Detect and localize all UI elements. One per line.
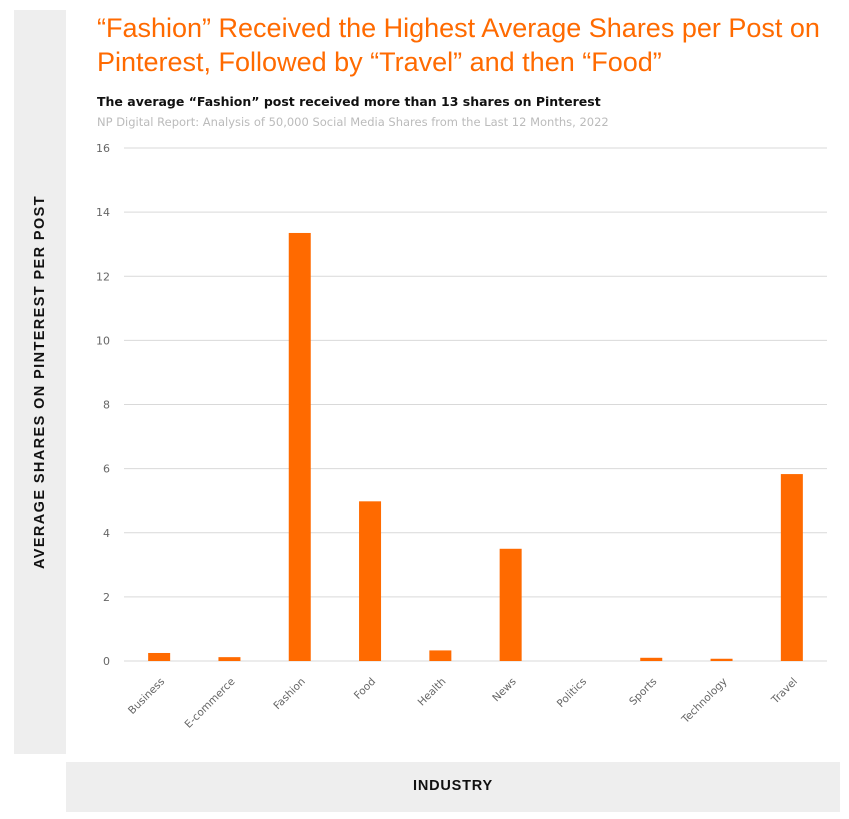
bar-chart: 0 2 4 6 8 10 12 14 16 Business E-commerce Fashion F…	[96, 142, 827, 731]
bar-food	[359, 501, 382, 661]
y-tick-labels: 0 2 4 6 8 10 12 14 16	[96, 142, 110, 668]
y-axis-title-panel	[14, 10, 66, 754]
y-axis-title: AVERAGE SHARES ON PINTEREST PER POST	[32, 194, 48, 570]
y-tick-label: 12	[96, 270, 110, 283]
y-tick-label: 10	[96, 334, 110, 347]
bar-sports	[640, 657, 663, 661]
x-tick-label-fashion: Fashion	[271, 676, 308, 713]
bar-travel	[780, 474, 803, 661]
y-tick-label: 4	[103, 527, 110, 540]
x-tick-label-sports: Sports	[627, 676, 659, 708]
chart-subtitle: The average “Fashion” post received more…	[97, 94, 601, 109]
y-tick-label: 16	[96, 142, 110, 155]
bars	[148, 232, 803, 661]
x-tick-label-health: Health	[416, 676, 449, 709]
x-axis-title-panel: INDUSTRY	[66, 762, 840, 812]
y-tick-label: 6	[103, 463, 110, 476]
bar-health	[429, 650, 452, 661]
chart-source: NP Digital Report: Analysis of 50,000 So…	[97, 115, 609, 129]
x-tick-labels: Business E-commerce Fashion Food Health News P…	[126, 676, 800, 731]
y-tick-label: 0	[103, 655, 110, 668]
x-tick-label-e-commerce: E-commerce	[183, 676, 238, 731]
y-tick-label: 2	[103, 591, 110, 604]
x-tick-label-travel: Travel	[769, 676, 800, 707]
x-tick-label-news: News	[490, 676, 519, 705]
x-axis-title: INDUSTRY	[413, 778, 493, 794]
y-tick-label: 14	[96, 206, 110, 219]
x-tick-label-technology: Technology	[679, 676, 730, 727]
x-tick-label-food: Food	[352, 676, 378, 702]
x-tick-label-business: Business	[126, 676, 167, 717]
chart-title: “Fashion” Received the Highest Average S…	[97, 13, 820, 77]
bar-news	[499, 548, 522, 661]
bar-technology	[710, 658, 733, 661]
gridlines	[124, 147, 827, 662]
bar-business	[148, 652, 171, 661]
bar-e-commerce	[218, 657, 241, 661]
y-tick-label: 8	[103, 399, 110, 412]
bar-fashion	[288, 232, 311, 661]
x-tick-label-politics: Politics	[555, 676, 589, 710]
